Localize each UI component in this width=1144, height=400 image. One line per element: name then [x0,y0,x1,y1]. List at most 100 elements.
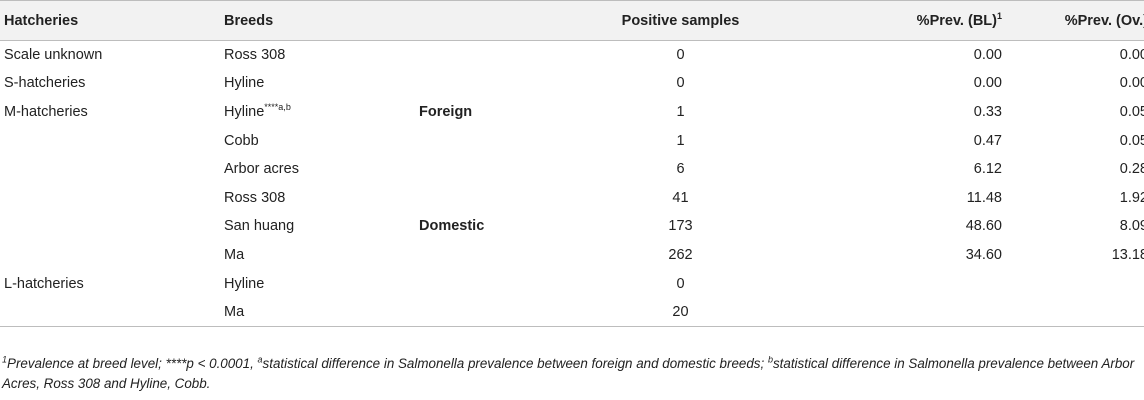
header-breeds: Breeds [224,0,419,41]
header-hatcheries: Hatcheries [0,0,224,41]
cell-prev-ov [1002,297,1144,327]
cell-breed: Ma [224,297,419,327]
cell-breed-text: Cobb [224,132,259,149]
cell-positive-samples: 262 [559,241,802,270]
cell-breed: Cobb [224,126,419,155]
cell-prev-ov-text: 8.09 [1119,218,1144,235]
cell-breed: Ma [224,241,419,270]
cell-breed-text: Arbor acres [224,161,299,178]
table-row: M-hatcheries Hyline****a,b Foreign 1 0.33 0.0… [0,98,1144,127]
cell-prev-bl-text: 48.60 [965,218,1002,235]
cell-origin [419,69,559,98]
cell-breed-text: Hyline [224,75,265,92]
cell-prev-bl [802,269,1002,298]
cell-prev-bl [802,297,1002,327]
cell-prev-bl-text: 0.00 [973,47,1002,64]
cell-positive-samples-text: 0 [676,47,685,64]
prevalence-table: Hatcheries Breeds Positive samples %Prev… [0,0,1144,327]
cell-origin-text: Domestic [419,218,485,235]
table-row: S-hatcheries Hyline 0 0.00 0.00 [0,69,1144,98]
cell-prev-bl: 11.48 [802,183,1002,212]
table-footnote: 1Prevalence at breed level; ****p < 0.00… [2,354,1142,393]
cell-positive-samples: 6 [559,155,802,184]
cell-positive-samples-text: 1 [676,132,685,149]
cell-origin [419,183,559,212]
cell-breed-text: San huang [224,218,295,235]
cell-prev-bl-text: 0.47 [973,132,1002,149]
cell-prev-ov: 1.92 [1002,183,1144,212]
footnote-sup-b: b [767,354,773,365]
table-row: L-hatcheries Hyline 0 [0,269,1144,298]
cell-hatchery [0,183,224,212]
table-body: Scale unknown Ross 308 0 0.00 0.00 S-hatcheri… [0,41,1144,327]
cell-positive-samples: 173 [559,212,802,241]
table-row: Ma 20 [0,297,1144,327]
cell-positive-samples: 1 [559,126,802,155]
cell-prev-ov: 13.18 [1002,241,1144,270]
cell-origin [419,269,559,298]
table-row: San huang Domestic 173 48.60 8.09 [0,212,1144,241]
cell-positive-samples-text: 173 [668,218,693,235]
cell-positive-samples: 0 [559,269,802,298]
cell-prev-ov: 0.00 [1002,69,1144,98]
cell-hatchery [0,155,224,184]
cell-origin [419,297,559,327]
header-origin [419,0,559,41]
footnote-text-b: statistical difference in Salmonella pre… [2,356,1135,391]
cell-hatchery-text: M-hatcheries [4,103,88,120]
cell-breed-sup: ****a,b [264,102,291,113]
header-prev-ov: %Prev. (Ov.) [1002,0,1144,41]
cell-origin-text: Foreign [419,103,473,120]
cell-positive-samples: 1 [559,98,802,127]
cell-hatchery: M-hatcheries [0,98,224,127]
cell-prev-bl: 6.12 [802,155,1002,184]
cell-positive-samples-text: 0 [676,75,685,92]
cell-hatchery [0,297,224,327]
header-prev-bl: %Prev. (BL)1 [802,0,1002,41]
cell-prev-bl-text: 0.33 [973,103,1002,120]
cell-prev-bl: 0.47 [802,126,1002,155]
cell-breed: Hyline****a,b [224,98,419,127]
cell-origin [419,126,559,155]
cell-prev-bl: 0.00 [802,41,1002,70]
cell-positive-samples-text: 6 [676,161,685,178]
cell-positive-samples: 0 [559,69,802,98]
table-row: Ross 308 41 11.48 1.92 [0,183,1144,212]
cell-prev-bl-text: 34.60 [965,246,1002,263]
cell-prev-bl: 34.60 [802,241,1002,270]
header-prev-bl-sup: 1 [996,10,1002,21]
cell-prev-ov-text: 13.18 [1111,246,1144,263]
cell-hatchery-text: Scale unknown [4,47,103,64]
cell-prev-bl: 0.00 [802,69,1002,98]
footnote-sup-1: 1 [2,354,8,365]
cell-breed: Ross 308 [224,41,419,70]
cell-positive-samples: 41 [559,183,802,212]
cell-prev-bl: 48.60 [802,212,1002,241]
cell-prev-ov-text: 1.92 [1119,189,1144,206]
cell-prev-ov: 0.05 [1002,98,1144,127]
table-row: Ma 262 34.60 13.18 [0,241,1144,270]
cell-breed-text: Ma [224,246,245,263]
cell-prev-ov-text: 0.00 [1119,47,1144,64]
cell-origin [419,155,559,184]
footnote-text-a: statistical difference in Salmonella pre… [262,356,768,371]
cell-breed: Arbor acres [224,155,419,184]
cell-prev-ov-text: 0.28 [1119,161,1144,178]
cell-prev-ov-text: 0.05 [1119,103,1144,120]
cell-breed-text: Hyline [224,103,265,120]
cell-breed-text: Hyline [224,275,265,292]
cell-hatchery [0,241,224,270]
table-row: Arbor acres 6 6.12 0.28 [0,155,1144,184]
cell-origin: Domestic [419,212,559,241]
footnote-text-1: Prevalence at breed level; ****p < 0.000… [7,356,258,371]
header-positive-samples: Positive samples [559,0,802,41]
table-row: Scale unknown Ross 308 0 0.00 0.00 [0,41,1144,70]
cell-prev-ov-text: 0.00 [1119,75,1144,92]
table-row: Cobb 1 0.47 0.05 [0,126,1144,155]
cell-origin [419,241,559,270]
cell-breed: Ross 308 [224,183,419,212]
cell-origin [419,41,559,70]
cell-prev-ov: 0.28 [1002,155,1144,184]
table-header-row: Hatcheries Breeds Positive samples %Prev… [0,0,1144,41]
